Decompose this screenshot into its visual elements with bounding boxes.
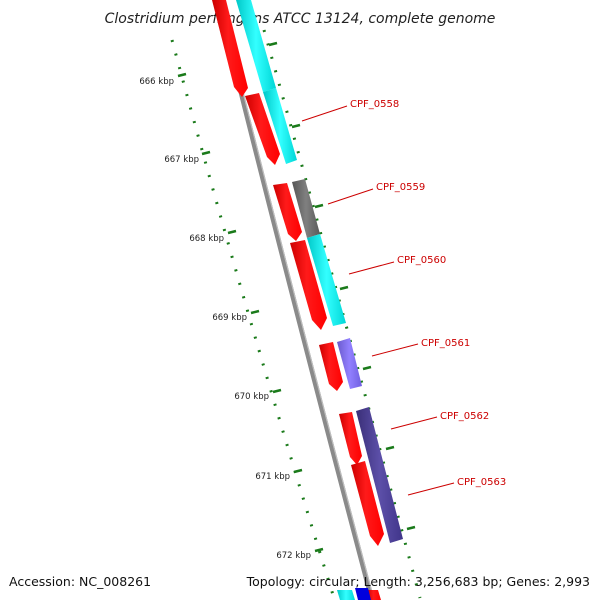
outer-scale-ring <box>170 39 336 599</box>
gene-block-cyan[interactable] <box>236 0 276 92</box>
gene-leader-line <box>301 105 348 122</box>
tick-label: 668 kbp <box>189 234 224 244</box>
tick-label: 672 kbp <box>276 551 311 561</box>
gene-arrow[interactable] <box>290 240 327 330</box>
tick-mark <box>227 229 237 235</box>
tick-mark <box>406 525 416 531</box>
gene-arrow[interactable] <box>245 93 280 165</box>
tick-label: 670 kbp <box>234 392 269 402</box>
gene-label[interactable]: CPF_0560 <box>397 255 446 266</box>
tick-mark <box>385 445 395 451</box>
tick-mark <box>339 285 349 291</box>
inner-ring-ticks <box>268 41 416 531</box>
tick-label: 666 kbp <box>139 77 174 87</box>
gene-labels: CPF_0558 CPF_0559 CPF_0560 CPF_0561 CPF_… <box>301 99 506 496</box>
tick-mark <box>291 123 301 129</box>
gene-arrow[interactable] <box>351 461 384 546</box>
tick-mark <box>293 468 303 474</box>
scale-ticks: 666 kbp 667 kbp 668 kbp 669 kbp 670 kbp … <box>139 72 324 561</box>
gene-block-gray[interactable] <box>292 179 320 238</box>
forward-strand-track <box>212 0 384 600</box>
gene-block-blue[interactable] <box>355 588 371 600</box>
tick-mark <box>314 203 324 209</box>
gene-block-cyan[interactable] <box>337 590 355 600</box>
gene-arrow[interactable] <box>273 183 302 241</box>
gene-label[interactable]: CPF_0559 <box>376 182 425 193</box>
gene-arrow[interactable] <box>319 342 343 391</box>
gene-feature-track <box>236 0 403 600</box>
gene-leader-line <box>390 416 438 430</box>
gene-arrow[interactable] <box>339 412 362 465</box>
gene-label[interactable]: CPF_0562 <box>440 411 489 422</box>
gene-block-cyan[interactable] <box>307 234 346 326</box>
tick-label: 669 kbp <box>212 313 247 323</box>
tick-mark <box>201 150 211 156</box>
gene-arrow[interactable] <box>367 590 381 600</box>
gene-block-slate[interactable] <box>356 407 403 543</box>
accession-text: Accession: NC_008261 <box>9 574 151 589</box>
gene-leader-line <box>348 261 395 275</box>
gene-label[interactable]: CPF_0561 <box>421 338 470 349</box>
tick-mark <box>177 72 187 78</box>
gene-leader-line <box>327 188 374 205</box>
map-title: Clostridium perfringens ATCC 13124, comp… <box>105 11 496 27</box>
gene-label[interactable]: CPF_0558 <box>350 99 399 110</box>
tick-mark <box>272 388 282 394</box>
gene-block-cyan[interactable] <box>263 88 297 164</box>
genome-summary-text: Topology: circular; Length: 3,256,683 bp… <box>246 574 590 589</box>
tick-label: 671 kbp <box>255 472 290 482</box>
tick-mark <box>362 365 372 371</box>
gene-leader-line <box>371 343 419 357</box>
gene-label[interactable]: CPF_0563 <box>457 477 506 488</box>
tick-mark <box>268 41 278 47</box>
gene-arrow[interactable] <box>212 0 248 97</box>
gene-block-lavender[interactable] <box>337 338 362 389</box>
tick-mark <box>314 547 324 553</box>
tick-mark <box>250 309 260 315</box>
gene-leader-line <box>407 482 455 496</box>
tick-label: 667 kbp <box>164 155 199 165</box>
